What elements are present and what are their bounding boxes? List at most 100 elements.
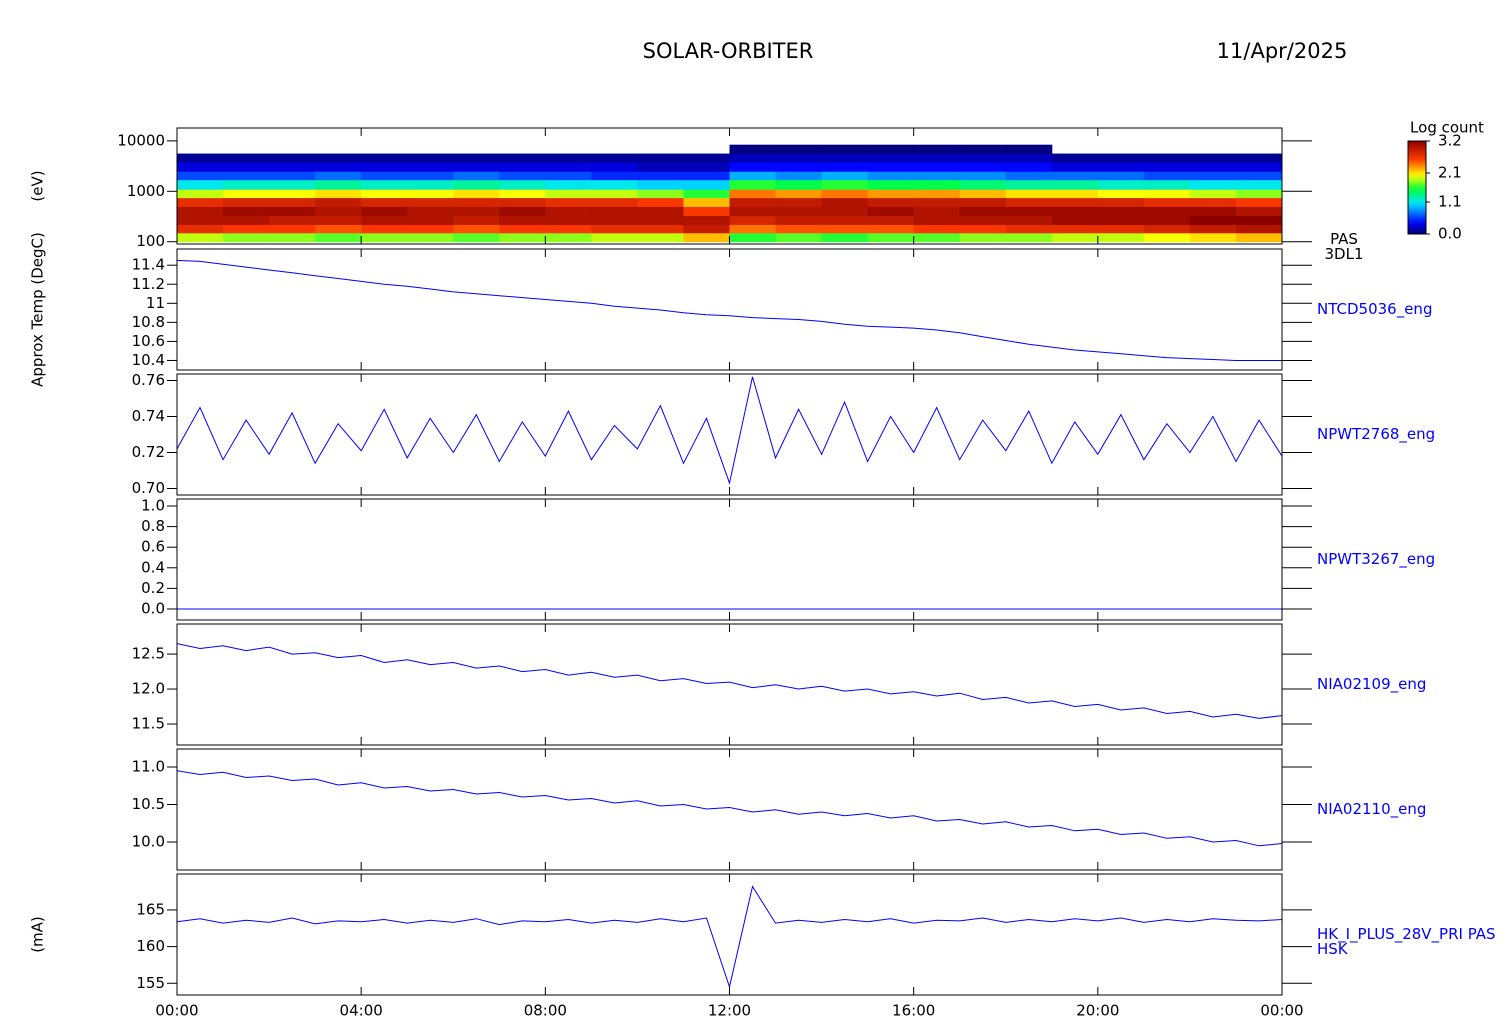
y-tick-label: 10.6	[132, 332, 165, 350]
heat-cell	[499, 215, 546, 225]
heat-cell	[683, 232, 730, 243]
heat-cell	[407, 171, 454, 181]
heat-cell	[913, 171, 961, 181]
heat-cell	[269, 171, 316, 181]
series-label: NTCD5036_eng	[1317, 299, 1433, 318]
heat-cell	[821, 189, 869, 199]
y-tick-label: 1.0	[141, 497, 165, 515]
heat-cell	[453, 179, 500, 190]
heat-cell	[1143, 162, 1191, 172]
heat-cell	[223, 224, 270, 234]
heat-cell	[1051, 197, 1099, 207]
plot-area	[177, 643, 1282, 719]
heat-cell	[1189, 179, 1237, 190]
heat-cell	[959, 179, 1007, 190]
heat-cell	[591, 232, 638, 243]
heat-cell	[453, 189, 500, 199]
heat-cell	[361, 179, 408, 190]
heat-cell	[959, 144, 1007, 155]
heat-cell	[545, 153, 592, 163]
panel: 0.0 0.2 0.4 0.6 0.8 1.0	[141, 497, 1312, 621]
heat-cell	[683, 197, 730, 207]
heat-cell	[683, 215, 730, 225]
heat-cell	[1235, 224, 1282, 234]
heat-cell	[1097, 232, 1145, 243]
colorbar-title: Log count	[1410, 119, 1484, 137]
heat-cell	[591, 153, 638, 163]
axes-frame	[176, 248, 1283, 371]
y-tick-label: 10000	[117, 131, 165, 149]
heat-cell	[177, 206, 224, 217]
heat-cell	[545, 162, 592, 172]
y-tick-label: 155	[136, 974, 165, 992]
heat-cell	[683, 171, 730, 181]
heat-cell	[683, 153, 730, 163]
heat-cell	[1189, 171, 1237, 181]
heat-cell	[637, 224, 684, 234]
heat-cell	[223, 215, 270, 225]
heat-cell	[729, 215, 777, 225]
heat-cell	[683, 162, 730, 172]
heat-cell	[1235, 189, 1282, 199]
heat-cell	[821, 215, 869, 225]
heat-cell	[1189, 206, 1237, 217]
heat-cell	[269, 215, 316, 225]
heat-cell	[315, 171, 362, 181]
heat-cell	[269, 197, 316, 207]
plot-area	[177, 770, 1282, 847]
heat-cell	[361, 197, 408, 207]
panel: 10.0 10.5 11.0	[132, 748, 1312, 871]
heat-cell	[913, 153, 961, 163]
heat-cell	[1051, 162, 1099, 172]
colorbar	[1407, 140, 1427, 235]
y-tick-label: 0.70	[132, 479, 165, 497]
heat-cell	[1143, 232, 1191, 243]
heat-cell	[1189, 215, 1237, 225]
y-tick-label: 12.0	[132, 680, 165, 698]
heat-cell	[867, 153, 915, 163]
y-tick-label: 11.0	[132, 758, 165, 776]
heat-cell	[453, 206, 500, 217]
heat-cell	[1051, 153, 1099, 163]
heat-cell	[729, 232, 777, 243]
heat-cell	[315, 224, 362, 234]
heat-cell	[867, 162, 915, 172]
heat-cell	[775, 197, 823, 207]
heat-cell	[407, 215, 454, 225]
heat-cell	[821, 144, 869, 155]
heat-cell	[867, 189, 915, 199]
heat-cell	[1097, 162, 1145, 172]
heat-cell	[1051, 179, 1099, 190]
heat-cell	[315, 215, 362, 225]
heat-cell	[223, 162, 270, 172]
heat-cell	[959, 171, 1007, 181]
plot-area	[177, 885, 1282, 989]
heat-cell	[1235, 153, 1282, 163]
heat-cell	[913, 144, 961, 155]
heat-cell	[269, 162, 316, 172]
heat-cell	[407, 232, 454, 243]
heat-cell	[821, 232, 869, 243]
heat-cell	[269, 224, 316, 234]
heat-cell	[683, 189, 730, 199]
heat-cell	[1189, 224, 1237, 234]
heat-cell	[545, 206, 592, 217]
heat-cell	[959, 153, 1007, 163]
axes-frame	[176, 873, 1283, 996]
y-tick-label: 100	[136, 232, 165, 250]
heat-cell	[637, 189, 684, 199]
heat-cell	[361, 153, 408, 163]
heat-cell	[959, 224, 1007, 234]
heat-cell	[499, 224, 546, 234]
heat-cell	[315, 189, 362, 199]
heat-cell	[499, 206, 546, 217]
y-tick-label: 1000	[127, 182, 165, 200]
series-line	[177, 376, 1282, 485]
heat-cell	[683, 206, 730, 217]
heat-cell	[729, 197, 777, 207]
heat-cell	[683, 179, 730, 190]
heat-cell	[637, 153, 684, 163]
heat-cell	[637, 197, 684, 207]
